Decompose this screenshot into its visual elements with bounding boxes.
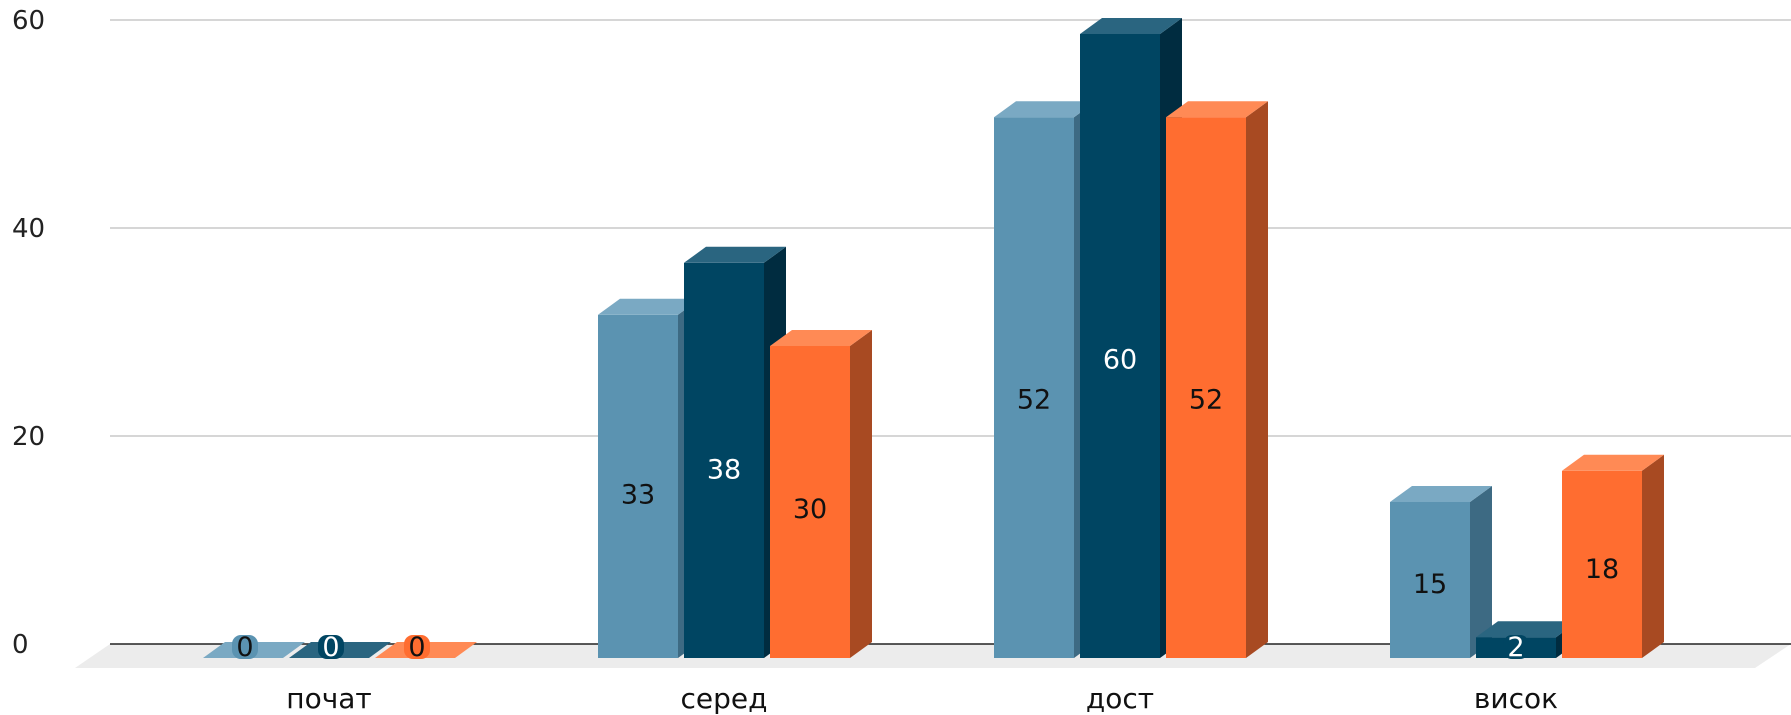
bar-top-face <box>1166 101 1268 118</box>
y-tick-label: 60 <box>12 6 45 36</box>
bar-top-face <box>598 298 700 315</box>
bar <box>1166 101 1268 658</box>
data-label: 60 <box>1103 344 1137 375</box>
data-label: 0 <box>408 632 425 663</box>
bar-top-face <box>994 101 1096 118</box>
data-label: 0 <box>236 632 253 663</box>
data-label: 52 <box>1189 384 1223 415</box>
x-category-label: серед <box>681 682 768 715</box>
bar-side-face <box>1246 101 1268 658</box>
data-label-background <box>318 635 344 659</box>
data-label: 0 <box>322 632 339 663</box>
bar-front-face <box>994 117 1074 658</box>
bar-front-face <box>770 346 850 658</box>
data-label: 38 <box>707 454 741 485</box>
data-label: 2 <box>1507 632 1524 663</box>
data-label: 18 <box>1585 554 1619 585</box>
bar-top-face <box>1080 18 1182 34</box>
y-tick-label: 0 <box>12 630 29 660</box>
bars-layer <box>203 18 1664 659</box>
bar <box>1390 486 1492 658</box>
bar-top-face <box>684 246 786 263</box>
chart-floor-layer <box>75 644 1791 668</box>
bar-side-face <box>1642 454 1664 658</box>
data-labels-layer: 0 0 0 33 38 30 52 60 52 15 2 18 <box>232 344 1619 663</box>
bar-front-face <box>1080 34 1160 658</box>
bar-front-face <box>684 262 764 658</box>
bar <box>1562 454 1664 658</box>
data-label: 33 <box>621 479 655 510</box>
bar-top-face <box>1562 454 1664 471</box>
grid-layer <box>110 19 1791 645</box>
x-category-label: дост <box>1086 682 1154 715</box>
bar-front-face <box>1562 470 1642 658</box>
data-label-background <box>232 635 258 659</box>
bar-side-face <box>850 330 872 658</box>
y-tick-label: 20 <box>12 422 45 452</box>
bar-front-face <box>1166 117 1246 658</box>
bar <box>770 330 872 658</box>
y-tick-layer: 0 20 40 60 <box>12 6 45 660</box>
bar-front-face <box>1390 502 1470 658</box>
y-tick-label: 40 <box>12 214 45 244</box>
data-label-background <box>1503 635 1529 659</box>
bar-front-face <box>598 314 678 658</box>
data-label-background <box>404 635 430 659</box>
bar-top-face <box>1476 621 1578 638</box>
category-labels-layer: почат серед дост висок <box>286 682 1558 715</box>
x-category-label: висок <box>1474 682 1558 715</box>
data-label: 30 <box>793 494 827 525</box>
bar-side-face <box>1470 486 1492 658</box>
data-label: 15 <box>1413 569 1447 600</box>
chart-floor <box>75 644 1791 668</box>
x-category-label: почат <box>286 682 371 715</box>
data-label: 52 <box>1017 384 1051 415</box>
bar-top-face <box>770 330 872 346</box>
bar-top-face <box>1390 486 1492 502</box>
